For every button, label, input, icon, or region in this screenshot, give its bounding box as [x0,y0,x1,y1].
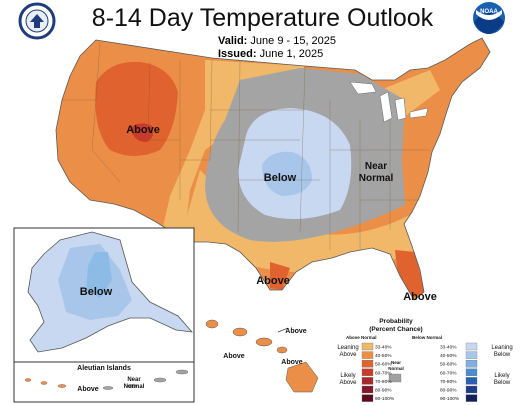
legend-below-swatch [465,360,478,368]
page-title: 8-14 Day Temperature Outlook [91,4,434,32]
legend-above-bin-label: 33-40% [375,345,392,351]
label-below-central: Below [264,172,297,184]
label-aleutian-above: Above [77,386,99,393]
legend-near-header-1: Near [391,360,401,365]
legend-above-bin-label: 60-70% [375,370,392,376]
legend-title-1: Probability [379,318,413,325]
issued-value: June 1, 2025 [259,48,324,60]
legend-below-swatch [465,377,478,385]
legend-above-swatch [361,394,374,402]
legend-likely-above-2: Above [339,380,357,386]
legend-below-bin-label: 70-80% [440,379,457,385]
legend-below-bin-label: 40-50% [440,353,457,359]
valid-value: June 9 - 15, 2025 [250,35,337,47]
issued-label: Issued: [218,48,257,60]
legend-swatches [361,342,478,402]
legend-below-header: Below Normal [412,335,442,340]
issued-line: Issued: June 1, 2025 [218,48,323,60]
legend-leaning-below-1: Leaning [491,345,512,351]
legend-above-swatch [361,377,374,385]
legend-likely-below-1: Likely [494,373,509,379]
legend-above-header: Above Normal [346,335,377,340]
hawaii-leader-line [277,327,289,333]
label-above-florida: Above [403,291,437,303]
label-aleutian-near-1: Near [127,377,141,383]
legend-above-swatch [361,342,374,351]
aleutian-title: Aleutian Islands [77,365,131,372]
valid-line: Valid: June 9 - 15, 2025 [218,35,336,47]
legend-likely-below-2: Below [494,380,511,386]
label-hawaii-above-2: Above [223,353,245,360]
legend-leaning-above-1: Leaning [337,345,358,351]
valid-label: Valid: [218,35,248,47]
legend-above-bin-label: 40-50% [375,353,392,359]
label-below-alaska: Below [80,286,113,298]
hawaii-islands [205,319,319,393]
legend-below-swatch [465,394,478,402]
label-near-normal-1: Near [365,161,387,172]
legend-above-bin-label: 70-80% [375,379,392,385]
legend-below-bin-label: 80-90% [440,388,457,394]
legend-title-2: (Percent Chance) [369,326,422,333]
aleutian-inset [13,361,195,403]
legend-likely-above-1: Likely [340,373,355,379]
legend-above-swatch [361,385,374,394]
legend-above-bin-label: 50-60% [375,362,392,368]
label-above-west: Above [126,124,160,136]
legend-below-bin-label: 60-70% [440,370,457,376]
alaska-inset [13,227,195,363]
legend-below-swatch [465,342,478,351]
legend-near-header-2: Normal [388,366,404,371]
legend-leaning-above-2: Above [339,352,357,358]
label-hawaii-above-1: Above [285,328,307,335]
legend-above-swatch [361,360,374,368]
legend-above-bin-label: 90-100% [375,396,395,402]
label-hawaii-above-3: Above [281,359,303,366]
legend-below-bin-label: 33-40% [440,345,457,351]
legend-above-swatch [361,351,374,359]
legend-leaning-below-2: Below [494,352,511,358]
legend-above-bin-label: 80-90% [375,388,392,394]
label-near-normal-2: Normal [359,173,394,184]
label-above-texas: Above [256,275,290,287]
conus-map [55,37,491,301]
legend-below-swatch [465,351,478,359]
legend-below-swatch [465,385,478,394]
legend-near-swatch [388,373,402,383]
legend-below-swatch [465,368,478,376]
legend-below-bin-label: 50-60% [440,362,457,368]
label-aleutian-near-2: Normal [124,384,145,390]
legend-above-swatch [361,368,374,376]
legend-below-bin-label: 90-100% [440,396,460,402]
